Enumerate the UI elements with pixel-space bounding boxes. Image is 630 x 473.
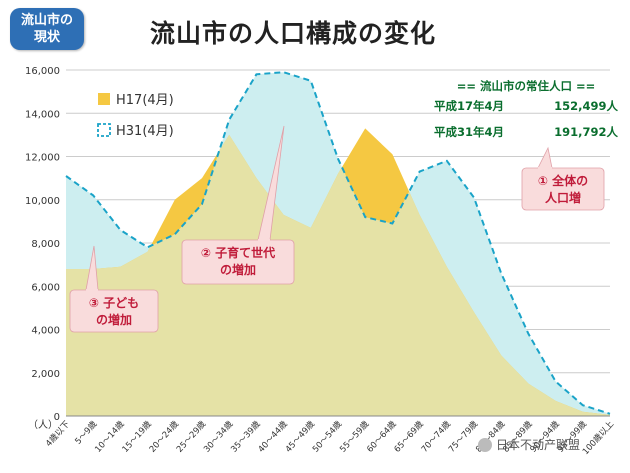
callout-tail — [537, 146, 553, 169]
population-row-label: 平成31年4月 — [434, 125, 505, 139]
legend-swatch-h17 — [98, 93, 110, 105]
badge-line1: 流山市の — [20, 13, 73, 28]
legend-label-h17: H17(4月) — [116, 93, 174, 108]
y-tick-label: 10,000 — [25, 196, 60, 207]
wechat-icon — [478, 437, 492, 452]
badge-line2: 現状 — [33, 30, 60, 45]
callout-line2: の増加 — [96, 312, 132, 327]
x-tick-label: 5～9歳 — [73, 418, 100, 446]
callout-box — [69, 289, 159, 333]
y-tick-label: 2,000 — [31, 369, 60, 380]
watermark-text: 日本不动产联盟 — [496, 438, 581, 452]
population-summary: == 流山市の常住人口 == 平成17年4月 152,499人 平成31年4月 … — [428, 76, 624, 142]
y-tick-label: 0 — [54, 412, 60, 423]
y-tick-label: 12,000 — [25, 153, 60, 164]
series-h31-line — [65, 71, 611, 415]
population-row-h17: 平成17年4月 152,499人 — [428, 96, 624, 116]
legend-swatch-h31 — [97, 123, 111, 137]
watermark: 日本不动产联盟 — [478, 436, 580, 453]
page-title: 流山市の人口構成の変化 — [150, 19, 437, 48]
population-header: == 流山市の常住人口 == — [456, 79, 596, 93]
callout-box — [181, 239, 295, 285]
y-tick-label: 14,000 — [25, 109, 60, 120]
y-tick-label: 8,000 — [31, 239, 60, 250]
population-row-value: 191,792人 — [554, 125, 618, 139]
callout-box — [521, 167, 605, 211]
callout-line1: ② 子育て世代 — [201, 245, 275, 260]
callout-line1: ① 全体の — [538, 173, 588, 188]
status-badge: 流山市の 現状 — [10, 8, 84, 50]
callout-line1: ③ 子ども — [89, 296, 139, 310]
population-row-h31: 平成31年4月 191,792人 — [428, 122, 624, 142]
legend-label-h31: H31(4月) — [116, 124, 174, 139]
y-tick-label: 4,000 — [31, 326, 60, 337]
y-tick-label: 6,000 — [31, 282, 60, 293]
population-row-value: 152,499人 — [554, 99, 618, 113]
population-row-label: 平成17年4月 — [434, 99, 505, 113]
y-axis-label: （人） — [28, 419, 58, 431]
y-tick-label: 16,000 — [25, 66, 60, 77]
callout-line2: 人口増 — [545, 190, 581, 205]
callout-line2: の増加 — [220, 262, 256, 277]
